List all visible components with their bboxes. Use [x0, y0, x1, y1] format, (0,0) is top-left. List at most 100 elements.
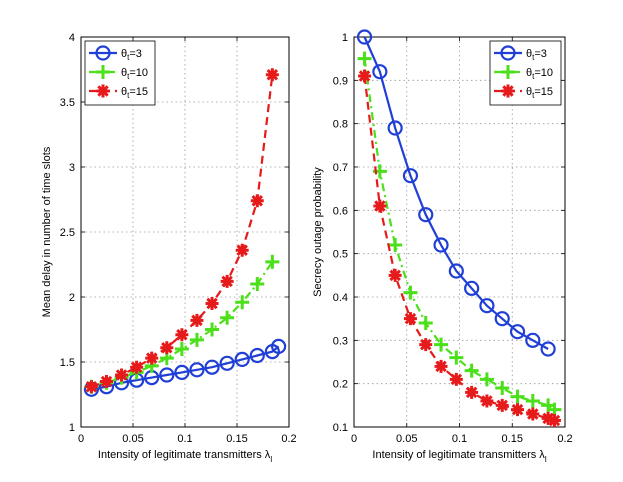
x-tick-label: 0.1 [452, 433, 467, 445]
legend-plus-marker [96, 65, 110, 79]
data-point-circle-marker [356, 29, 373, 45]
y-tick-label: 3 [69, 162, 75, 174]
data-point-plus-marker [235, 295, 250, 310]
y-tick-label: 0.2 [333, 379, 348, 391]
legend-plus-marker [501, 65, 515, 79]
data-point-star-marker [434, 359, 448, 373]
data-point-star-marker [190, 313, 204, 327]
y-tick-label: 2.5 [60, 227, 75, 239]
data-point-star-marker [99, 375, 113, 388]
data-point-star-marker [220, 274, 234, 288]
data-point-circle-marker [418, 207, 434, 223]
data-point-circle-marker [433, 237, 449, 253]
data-point-star-marker [480, 394, 494, 408]
data-point-circle-marker [234, 351, 250, 367]
data-point-plus-marker [525, 394, 540, 408]
data-point-star-marker [84, 380, 98, 394]
y-axis-label: Mean delay in number of time slots [41, 146, 53, 317]
axes-frame [80, 36, 290, 428]
data-point-plus-marker [357, 51, 372, 66]
data-point-star-marker [495, 398, 509, 412]
x-tick-label: 0.15 [226, 433, 247, 445]
legend-circle-marker [95, 45, 111, 61]
series-line [91, 345, 280, 391]
legend-circle-marker [500, 45, 516, 61]
legend: θt=3 θt=10 θt=15 [489, 40, 562, 106]
data-point-circle-marker [189, 362, 205, 378]
data-point-circle-marker [219, 355, 235, 371]
y-tick-label: 1.5 [60, 357, 75, 369]
data-point-circle-marker [249, 347, 265, 364]
data-point-plus-marker [479, 372, 494, 387]
data-point-plus-marker [464, 363, 479, 378]
x-tick-label: 0 [351, 433, 357, 445]
y-tick-label: 2 [69, 292, 75, 304]
legend-label: θt=3 [526, 48, 547, 62]
data-point-circle-marker [509, 324, 526, 340]
data-point-star-marker [541, 411, 555, 425]
x-tick-label: 0.1 [177, 433, 192, 445]
y-tick-label: 0.6 [333, 205, 348, 217]
legend-label: θt=10 [526, 67, 553, 81]
data-point-circle-marker [271, 338, 287, 354]
data-point-plus-marker [434, 337, 449, 352]
legend-label: θt=15 [121, 86, 148, 100]
data-point-star-marker [403, 312, 417, 326]
data-point-star-marker [160, 341, 174, 355]
x-tick-label: 0.2 [281, 433, 296, 445]
legend-label: θt=3 [121, 48, 142, 62]
data-point-plus-marker [449, 350, 464, 365]
y-tick-label: 0.8 [333, 119, 348, 131]
y-tick-label: 0.7 [333, 162, 348, 174]
legend: θt=3 θt=10 θt=15 [84, 40, 156, 106]
data-point-star-marker [526, 407, 540, 421]
chart-panel-2: 0 0.05 0.1 0.15 0.2 0.1 0.2 0.3 0.4 0.5 0.6 0.7 0.8 0… [312, 29, 573, 464]
x-tick-label: 0.15 [502, 433, 523, 445]
y-tick-label: 0.5 [333, 249, 348, 261]
data-point-star-marker [358, 69, 372, 83]
data-point-star-marker [130, 360, 144, 374]
data-point-circle-marker [525, 332, 541, 348]
x-tick-label: 0.05 [122, 433, 143, 445]
data-point-plus-marker [510, 389, 525, 404]
data-point-plus-marker [265, 254, 280, 269]
data-point-circle-marker [479, 298, 495, 314]
x-axis-label: Intensity of legitimate transmitters λl [372, 449, 546, 464]
data-point-plus-marker [250, 277, 265, 291]
data-point-circle-marker [159, 367, 175, 383]
legend-label: θt=15 [526, 86, 553, 100]
data-point-circle-marker [402, 168, 419, 184]
data-point-circle-marker [372, 64, 388, 80]
data-point-circle-marker [540, 341, 556, 357]
data-point-circle-marker [448, 263, 464, 279]
y-tick-label: 0.9 [333, 75, 348, 87]
series-3 [84, 68, 279, 394]
data-point-star-marker [145, 351, 159, 365]
data-point-star-marker [388, 268, 402, 282]
series-line [363, 58, 556, 411]
data-point-circle-marker [464, 280, 480, 296]
y-tick-label: 0.1 [333, 422, 348, 434]
data-point-star-marker [419, 338, 433, 352]
data-point-plus-marker [174, 342, 189, 356]
series-3 [358, 69, 561, 427]
y-tick-label: 1 [69, 422, 75, 434]
series-line [363, 36, 549, 350]
data-point-star-marker [511, 403, 525, 417]
data-point-circle-marker [204, 359, 220, 375]
data-point-plus-marker [495, 381, 510, 395]
y-tick-label: 1 [342, 32, 348, 44]
y-tick-label: 3.5 [60, 97, 75, 109]
data-point-star-marker [250, 194, 264, 208]
y-tick-label: 0.4 [333, 292, 348, 304]
legend-star-marker [501, 84, 515, 98]
data-point-plus-marker [388, 238, 403, 252]
x-axis-label: Intensity of legitimate transmitters λl [98, 449, 272, 464]
data-point-star-marker [115, 368, 129, 382]
data-point-star-marker [205, 297, 219, 310]
data-point-star-marker [465, 385, 479, 399]
data-point-star-marker [235, 243, 249, 257]
legend-label: θt=10 [121, 67, 148, 81]
data-point-plus-marker [189, 332, 204, 347]
